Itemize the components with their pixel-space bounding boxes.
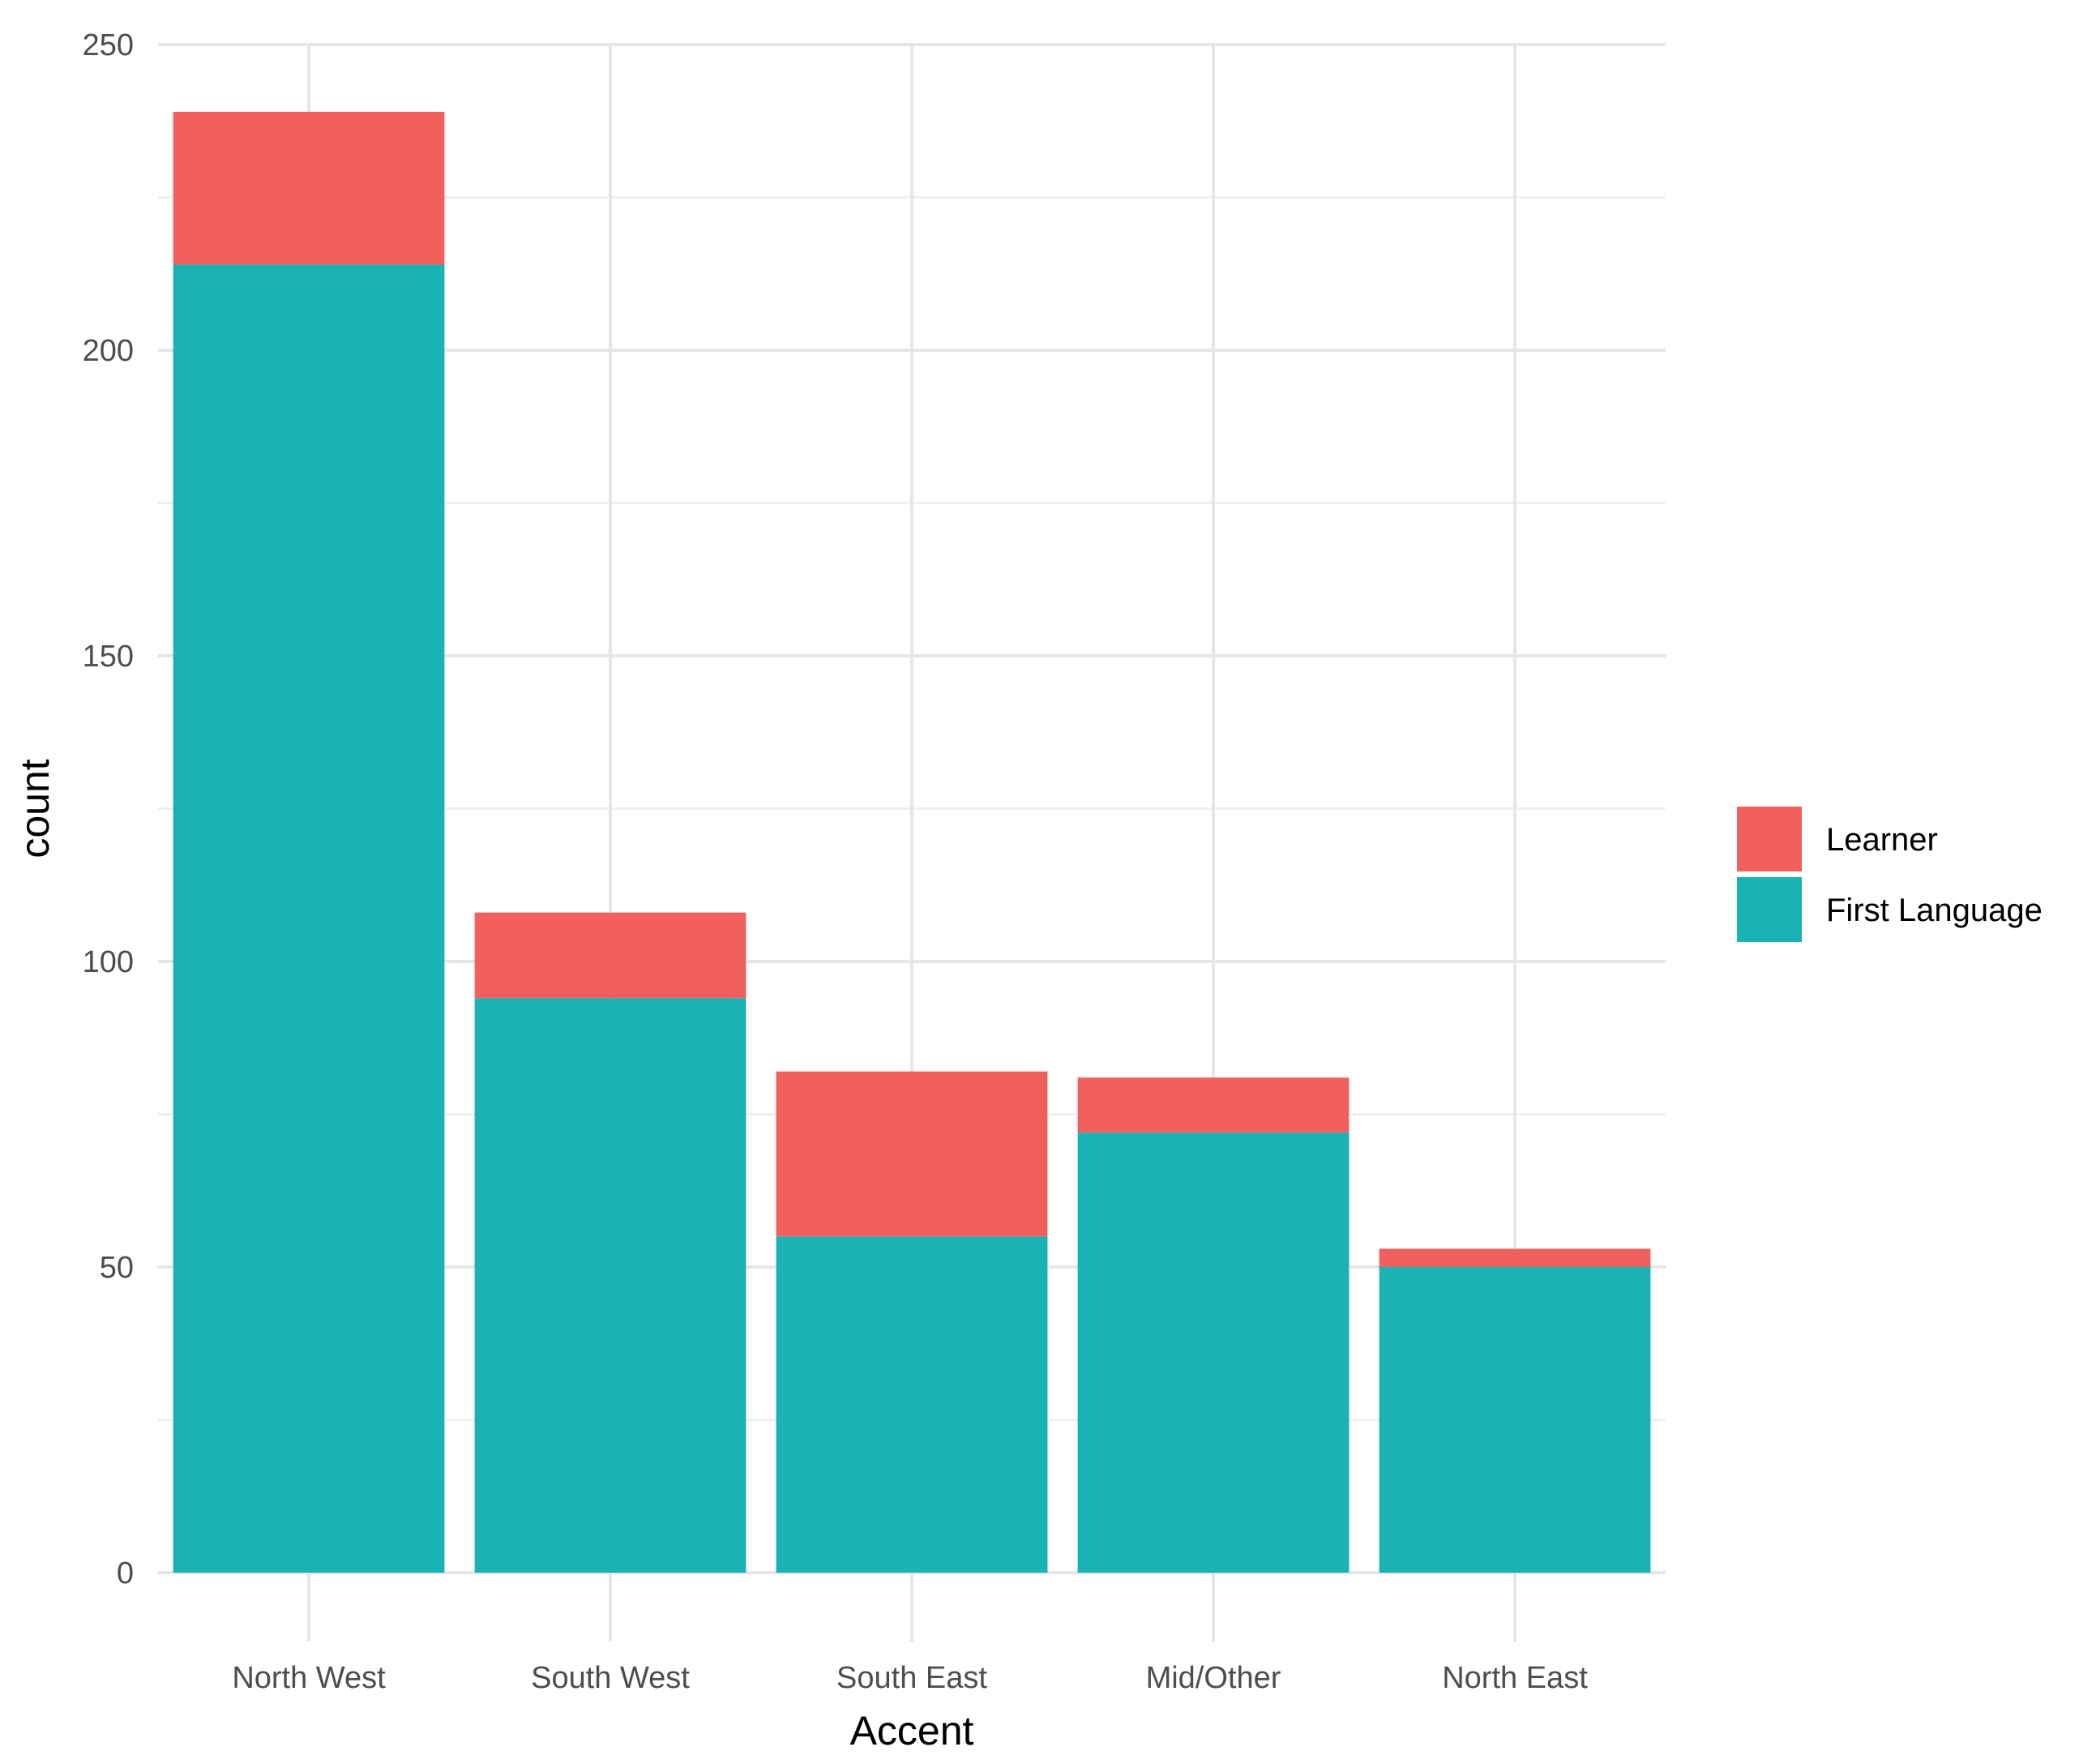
legend-key-first-language [1737,877,1802,942]
y-tick-label: 0 [117,1556,134,1591]
x-tick-label: North East [1442,1661,1588,1695]
bar-first-language [776,1236,1048,1573]
x-tick-labels: North West South West South East Mid/Other N… [232,1661,1588,1695]
x-tick-label: South East [836,1661,987,1695]
bar-first-language [474,998,746,1573]
bar-learner [776,1071,1048,1237]
x-axis-title: Accent [850,1708,974,1753]
legend-label: Learner [1826,822,1938,858]
bar-first-language [173,264,445,1573]
legend: Learner First Language [1737,807,2043,942]
bars [173,111,1651,1573]
bar-learner [173,111,445,265]
legend-label: First Language [1826,893,2043,928]
y-tick-labels: 0 50 100 150 200 250 [83,28,134,1591]
x-tick-label: South West [531,1661,690,1695]
y-tick-label: 250 [83,28,134,62]
bar-learner [1077,1077,1350,1133]
bar-learner [474,912,746,999]
legend-key-learner [1737,807,1802,871]
bar-first-language [1077,1132,1350,1573]
x-tick-label: North West [232,1661,386,1695]
y-tick-label: 150 [83,640,134,674]
bar-learner [1379,1248,1651,1267]
bar-first-language [1379,1267,1651,1573]
y-tick-label: 100 [83,945,134,979]
y-tick-label: 50 [100,1251,134,1285]
x-tick-label: Mid/Other [1146,1661,1281,1695]
y-tick-label: 200 [83,334,134,368]
y-axis-title: count [12,759,58,858]
